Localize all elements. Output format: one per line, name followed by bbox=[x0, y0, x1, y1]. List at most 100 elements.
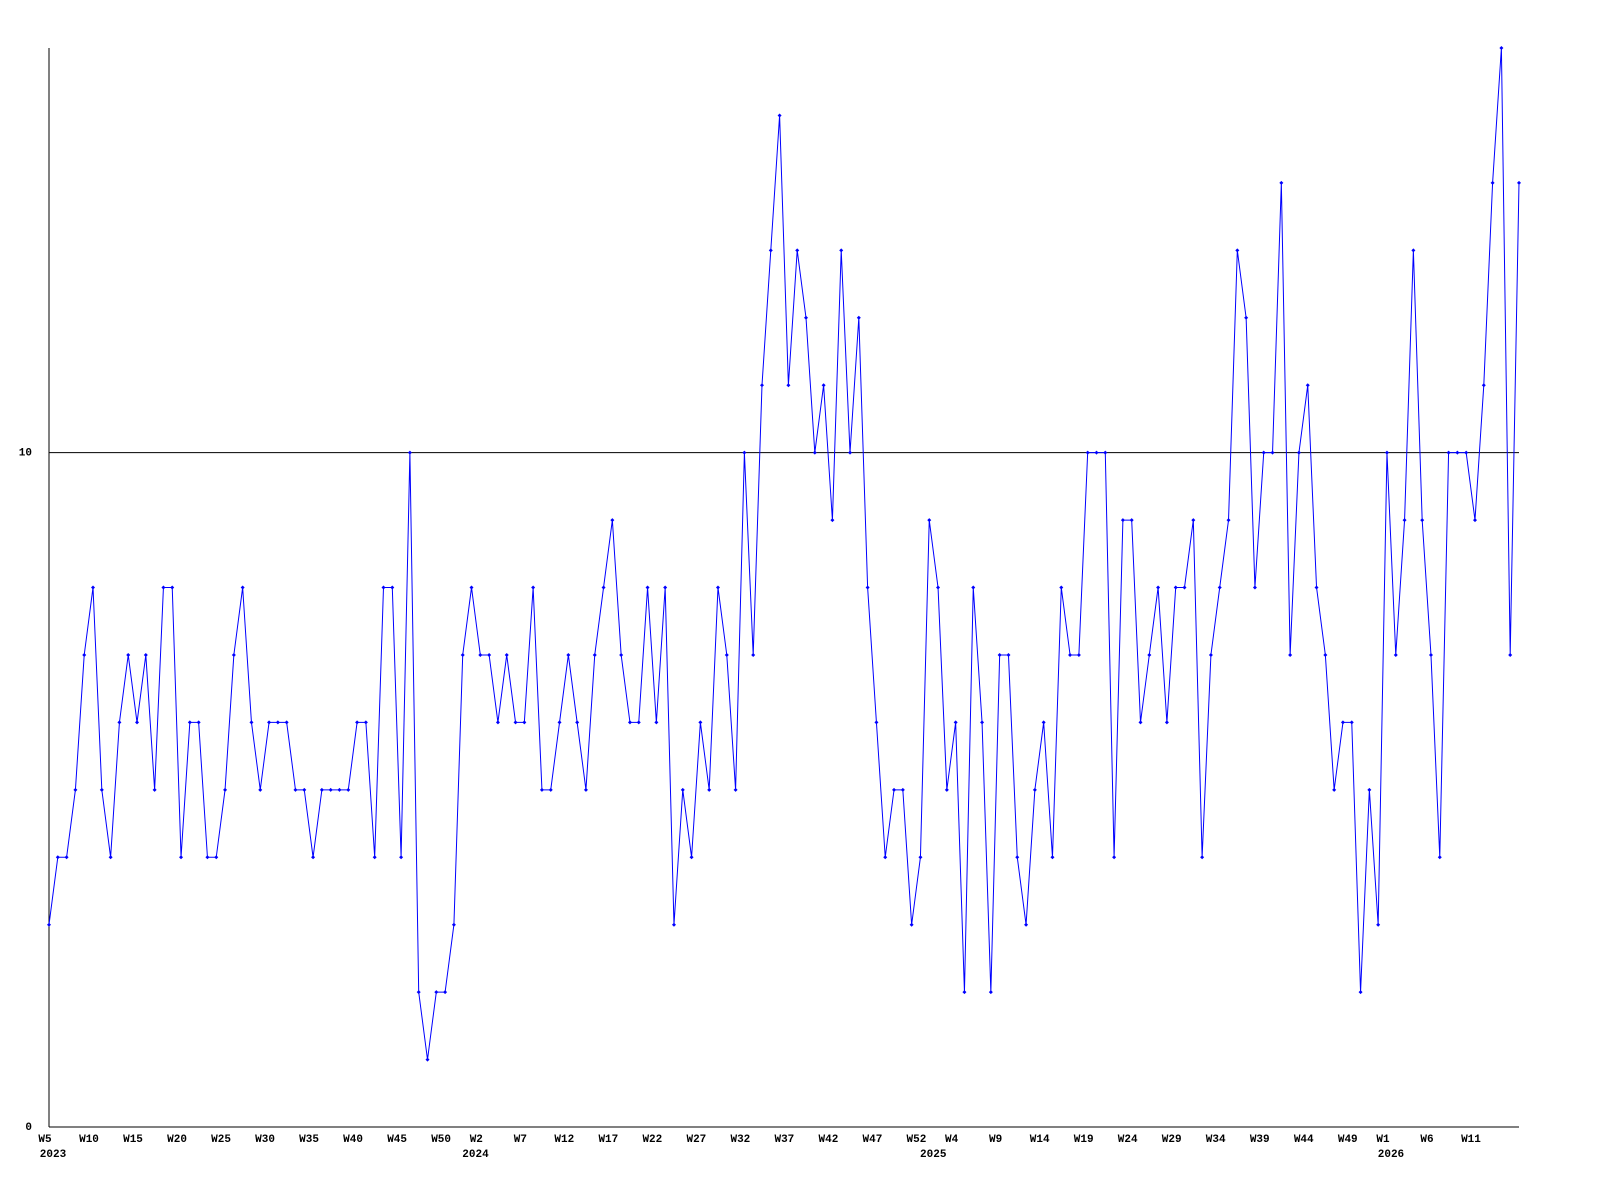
data-point bbox=[953, 720, 958, 725]
data-point bbox=[874, 720, 879, 725]
data-point bbox=[214, 855, 219, 860]
data-point bbox=[443, 990, 448, 995]
data-point bbox=[980, 720, 985, 725]
data-point bbox=[1112, 855, 1117, 860]
data-point bbox=[1420, 518, 1425, 523]
data-point bbox=[592, 652, 597, 657]
data-point bbox=[909, 922, 914, 927]
data-point bbox=[1455, 450, 1460, 455]
data-point bbox=[865, 585, 870, 590]
data-point bbox=[1446, 450, 1451, 455]
data-point bbox=[1024, 922, 1029, 927]
data-point bbox=[1481, 383, 1486, 388]
x-tick-label: W37 bbox=[774, 1134, 794, 1146]
data-point bbox=[724, 652, 729, 657]
data-point bbox=[1076, 652, 1081, 657]
x-tick-label: W45 bbox=[387, 1134, 407, 1146]
data-point bbox=[1508, 652, 1513, 657]
data-point bbox=[698, 720, 703, 725]
data-point bbox=[962, 990, 967, 995]
data-point bbox=[275, 720, 280, 725]
x-tick-label: W10 bbox=[79, 1134, 99, 1146]
data-point bbox=[126, 652, 131, 657]
x-tick-label: W39 bbox=[1250, 1134, 1270, 1146]
x-year-label: 2024 bbox=[462, 1149, 489, 1161]
data-point bbox=[1411, 248, 1416, 253]
data-point bbox=[187, 720, 192, 725]
data-point bbox=[223, 787, 228, 792]
data-point bbox=[839, 248, 844, 253]
x-tick-label: W30 bbox=[255, 1134, 275, 1146]
data-point bbox=[1217, 585, 1222, 590]
x-tick-label: W6 bbox=[1420, 1134, 1433, 1146]
data-point bbox=[548, 787, 553, 792]
data-point bbox=[1349, 720, 1354, 725]
data-point bbox=[1164, 720, 1169, 725]
x-tick-label: W5 bbox=[38, 1134, 52, 1146]
x-tick-label: W44 bbox=[1294, 1134, 1314, 1146]
data-point bbox=[1068, 652, 1073, 657]
data-point bbox=[557, 720, 562, 725]
x-tick-label: W52 bbox=[907, 1134, 927, 1146]
data-point bbox=[82, 652, 87, 657]
x-tick-label: W20 bbox=[167, 1134, 187, 1146]
data-point bbox=[1173, 585, 1178, 590]
data-point bbox=[425, 1057, 430, 1062]
data-point bbox=[504, 652, 509, 657]
data-point bbox=[355, 720, 360, 725]
data-point bbox=[1428, 652, 1433, 657]
data-point bbox=[495, 720, 500, 725]
data-point bbox=[733, 787, 738, 792]
data-point bbox=[900, 787, 905, 792]
x-tick-label: W9 bbox=[989, 1134, 1002, 1146]
data-point bbox=[381, 585, 386, 590]
data-point bbox=[231, 652, 236, 657]
data-point bbox=[759, 383, 764, 388]
x-year-label: 2026 bbox=[1378, 1149, 1404, 1161]
data-point bbox=[487, 652, 492, 657]
data-point bbox=[1208, 652, 1213, 657]
x-tick-label: W49 bbox=[1338, 1134, 1358, 1146]
data-point bbox=[1393, 652, 1398, 657]
data-point bbox=[469, 585, 474, 590]
data-point bbox=[390, 585, 395, 590]
data-point bbox=[786, 383, 791, 388]
data-point bbox=[918, 855, 923, 860]
data-point bbox=[663, 585, 668, 590]
data-point bbox=[892, 787, 897, 792]
data-point bbox=[654, 720, 659, 725]
data-point bbox=[1120, 518, 1125, 523]
data-point bbox=[1244, 315, 1249, 320]
data-point bbox=[1252, 585, 1257, 590]
data-point bbox=[768, 248, 773, 253]
data-point bbox=[1517, 180, 1521, 185]
data-point bbox=[531, 585, 536, 590]
data-point bbox=[1490, 180, 1495, 185]
data-point bbox=[1191, 518, 1196, 523]
data-point bbox=[99, 787, 104, 792]
data-point bbox=[619, 652, 624, 657]
data-point bbox=[1103, 450, 1108, 455]
data-point bbox=[610, 518, 615, 523]
data-point bbox=[240, 585, 245, 590]
data-point bbox=[988, 990, 993, 995]
data-point bbox=[249, 720, 254, 725]
data-point bbox=[293, 787, 298, 792]
data-point bbox=[434, 990, 439, 995]
data-point bbox=[319, 787, 324, 792]
data-point bbox=[1332, 787, 1337, 792]
x-year-label: 2025 bbox=[920, 1149, 947, 1161]
data-point bbox=[161, 585, 166, 590]
data-point bbox=[1472, 518, 1477, 523]
data-point bbox=[636, 720, 641, 725]
x-tick-label: W27 bbox=[686, 1134, 706, 1146]
data-point bbox=[1437, 855, 1442, 860]
x-tick-label: W15 bbox=[123, 1134, 143, 1146]
data-point bbox=[1376, 922, 1381, 927]
x-tick-label: W47 bbox=[863, 1134, 883, 1146]
data-point bbox=[777, 113, 782, 118]
data-point bbox=[1384, 450, 1389, 455]
data-point bbox=[55, 855, 60, 860]
data-point bbox=[1279, 180, 1284, 185]
data-point bbox=[372, 855, 377, 860]
